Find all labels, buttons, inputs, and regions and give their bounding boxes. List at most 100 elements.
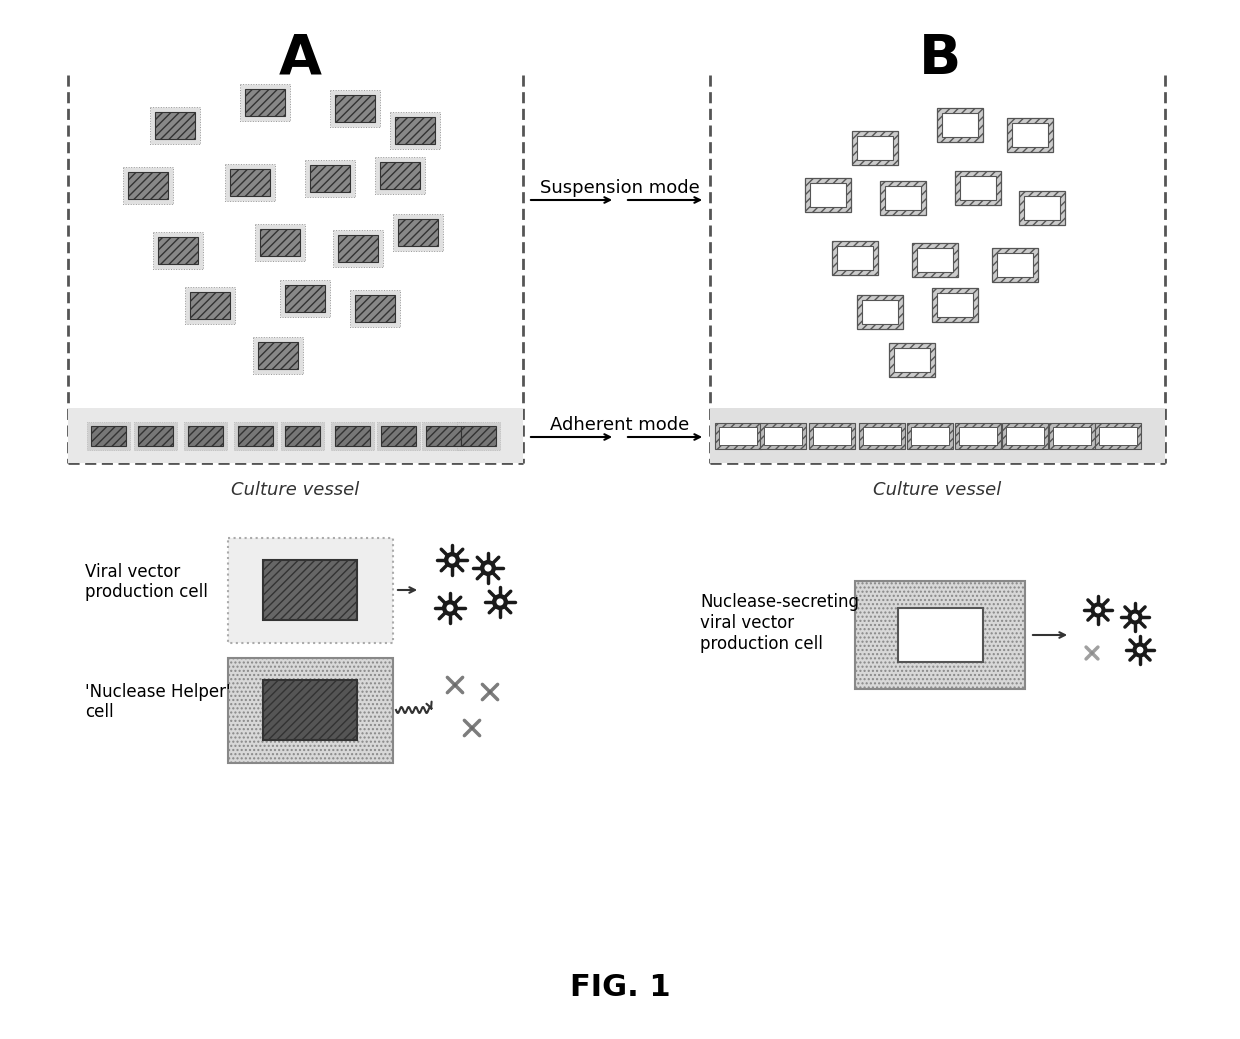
Bar — [918, 248, 954, 272]
Circle shape — [481, 561, 495, 576]
Bar — [857, 136, 893, 160]
Bar — [285, 285, 325, 312]
Bar — [889, 343, 935, 377]
Bar — [852, 131, 898, 165]
Bar — [398, 218, 438, 245]
Circle shape — [1137, 647, 1143, 652]
Bar — [305, 160, 355, 196]
Bar — [379, 161, 420, 188]
Bar — [911, 427, 949, 445]
Bar — [138, 426, 172, 446]
Bar — [227, 537, 393, 642]
Bar — [1049, 423, 1095, 449]
Bar — [885, 186, 921, 210]
Bar — [997, 254, 1033, 277]
Bar — [1053, 427, 1091, 445]
Circle shape — [1091, 604, 1105, 617]
Bar — [157, 237, 198, 264]
Bar — [425, 426, 460, 446]
Bar — [960, 176, 996, 199]
Bar — [898, 608, 982, 662]
Bar — [894, 348, 930, 372]
Bar — [393, 213, 443, 250]
Bar — [224, 163, 275, 201]
Circle shape — [1128, 610, 1142, 623]
Bar — [859, 423, 905, 449]
Bar — [1006, 427, 1044, 445]
Text: 'Nuclease Helper'
cell: 'Nuclease Helper' cell — [86, 683, 231, 721]
Bar — [260, 229, 300, 256]
Bar — [808, 423, 856, 449]
Bar — [330, 89, 379, 127]
Bar — [233, 422, 277, 450]
Bar — [1002, 423, 1048, 449]
Bar — [155, 111, 195, 138]
Bar — [856, 581, 1025, 689]
Bar — [880, 181, 926, 215]
Bar — [91, 426, 125, 446]
Bar — [837, 246, 873, 270]
Bar — [263, 560, 357, 620]
Bar — [241, 83, 290, 121]
Bar — [1024, 196, 1060, 220]
Circle shape — [449, 557, 455, 563]
Bar — [284, 426, 320, 446]
Bar — [937, 293, 973, 317]
Bar — [280, 422, 324, 450]
Text: Adherent mode: Adherent mode — [551, 416, 689, 434]
Bar — [863, 427, 901, 445]
Bar — [374, 157, 425, 193]
Bar — [128, 171, 167, 198]
Circle shape — [1132, 614, 1138, 619]
Text: A: A — [279, 32, 321, 86]
Bar — [992, 248, 1038, 282]
Bar — [253, 337, 303, 373]
Bar — [932, 288, 978, 322]
Bar — [396, 116, 435, 143]
Bar — [134, 422, 176, 450]
Bar — [460, 426, 496, 446]
Bar — [760, 423, 806, 449]
Bar — [911, 243, 959, 277]
Bar — [123, 166, 174, 204]
Bar — [335, 426, 370, 446]
Text: Culture vessel: Culture vessel — [231, 481, 360, 499]
Circle shape — [1095, 608, 1101, 613]
Bar — [1007, 118, 1053, 152]
Bar — [805, 178, 851, 212]
Bar — [391, 111, 440, 149]
Bar — [334, 230, 383, 266]
Circle shape — [443, 601, 458, 615]
Bar — [1012, 123, 1048, 146]
Circle shape — [492, 594, 507, 609]
Bar — [87, 422, 129, 450]
Bar — [185, 287, 236, 323]
Circle shape — [485, 565, 491, 570]
Bar — [764, 427, 802, 445]
Bar — [355, 294, 396, 321]
Bar — [832, 241, 878, 275]
Bar — [937, 108, 983, 142]
Bar — [258, 342, 298, 369]
Bar — [1019, 191, 1065, 225]
Bar — [255, 223, 305, 261]
Bar — [942, 113, 978, 137]
Text: Suspension mode: Suspension mode — [541, 179, 699, 197]
Text: Culture vessel: Culture vessel — [873, 481, 1001, 499]
Bar — [715, 423, 761, 449]
Bar — [339, 235, 378, 262]
Bar — [150, 107, 200, 143]
Bar — [335, 95, 374, 122]
Bar — [280, 279, 330, 317]
Bar — [1095, 423, 1141, 449]
Bar — [381, 426, 415, 446]
Text: B: B — [919, 32, 961, 86]
Bar — [331, 422, 373, 450]
Bar — [350, 290, 401, 326]
Bar — [310, 164, 350, 191]
Bar — [959, 427, 997, 445]
Bar — [955, 171, 1001, 205]
Bar — [246, 88, 285, 115]
Bar — [810, 183, 846, 207]
Bar — [955, 423, 1001, 449]
